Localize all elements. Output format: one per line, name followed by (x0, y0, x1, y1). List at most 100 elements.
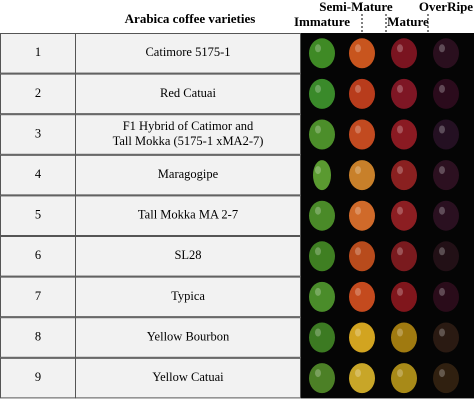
coffee-cherry (349, 322, 375, 353)
coffee-cherry (309, 363, 335, 394)
cherry-highlight (355, 328, 361, 337)
number-cell (0, 114, 76, 155)
cherry-highlight (397, 287, 403, 296)
name-cell (75, 33, 301, 74)
coffee-cherry (349, 38, 375, 69)
variety-name: Maragogipe (158, 167, 219, 181)
row-number: 1 (35, 45, 41, 59)
coffee-cherry (391, 78, 417, 109)
row-number: 6 (35, 248, 41, 262)
number-cell (0, 195, 76, 236)
coffee-cherry (309, 281, 335, 312)
cherry-highlight (439, 166, 445, 175)
coffee-cherry (309, 38, 335, 69)
variety-name: Red Catuai (160, 86, 216, 100)
stage-label: OverRipe (419, 0, 473, 14)
cherry-highlight (397, 247, 403, 256)
name-cell (75, 154, 301, 196)
number-cell (0, 236, 76, 277)
cherry-highlight (397, 125, 403, 134)
coffee-cherry (391, 281, 417, 312)
name-cell (75, 73, 301, 115)
coffee-cherry (391, 119, 417, 150)
coffee-cherry (309, 119, 335, 150)
coffee-cherry (391, 241, 417, 272)
coffee-cherry (433, 119, 459, 150)
cherry-highlight (355, 206, 361, 215)
cherry-highlight (439, 287, 445, 296)
coffee-cherry (309, 241, 335, 272)
variety-name: SL28 (174, 248, 201, 262)
coffee-cherry (433, 281, 459, 312)
cherry-highlight (315, 328, 321, 337)
row-number: 2 (35, 86, 41, 100)
cherry-highlight (439, 44, 445, 53)
cherry-highlight (315, 125, 321, 134)
cherry-highlight (355, 125, 361, 134)
cherry-highlight (439, 206, 445, 215)
cherry-highlight (397, 328, 403, 337)
coffee-cherry (349, 241, 375, 272)
variety-name: Catimore 5175-1 (145, 45, 230, 59)
coffee-cherry (391, 322, 417, 353)
table-body: 1 Catimore 5175-1 2 Red Catuai 3 F1 Hybrid of… (0, 33, 474, 399)
cherry-highlight (355, 166, 361, 175)
stage-label: Immature (294, 14, 350, 29)
cherry-highlight (439, 247, 445, 256)
row-number: 3 (35, 126, 41, 140)
coffee-cherry (309, 200, 335, 231)
coffee-cherry (313, 160, 331, 191)
variety-name: Tall Mokka (5175-1 xMA2-7) (113, 134, 264, 148)
name-cell (75, 114, 301, 155)
coffee-cherry (433, 363, 459, 394)
coffee-cherry (391, 38, 417, 69)
row-number: 4 (35, 167, 42, 181)
name-cell (75, 357, 301, 399)
name-cell (75, 317, 301, 358)
cherry-highlight (439, 328, 445, 337)
cherry-highlight (397, 166, 403, 175)
cherry-highlight (439, 369, 445, 378)
row-number: 5 (35, 208, 41, 222)
cherry-highlight (397, 44, 403, 53)
cherry-highlight (397, 206, 403, 215)
variety-name: Typica (171, 289, 205, 303)
cherry-highlight (315, 84, 321, 93)
number-cell (0, 33, 76, 74)
cherry-highlight (397, 369, 403, 378)
coffee-cherry (391, 160, 417, 191)
coffee-cherry (309, 78, 335, 109)
coffee-cherry (433, 322, 459, 353)
cherry-highlight (315, 287, 321, 296)
variety-name: Yellow Bourbon (147, 329, 230, 343)
name-cell (75, 276, 301, 318)
name-cell (75, 236, 301, 277)
variety-name: F1 Hybrid of Catimor and (123, 119, 254, 133)
row-number: 9 (35, 370, 41, 384)
variety-name: Yellow Catuai (152, 370, 224, 384)
cherry-highlight (315, 369, 321, 378)
cherry-highlight (315, 247, 321, 256)
table-title: Arabica coffee varieties (125, 11, 256, 26)
coffee-cherry (349, 363, 375, 394)
coffee-cherry (349, 78, 375, 109)
cherry-highlight (439, 84, 445, 93)
stage-label: Mature (387, 14, 429, 29)
cherry-highlight (355, 44, 361, 53)
cherry-highlight (397, 84, 403, 93)
number-cell (0, 276, 76, 318)
cherry-highlight (315, 206, 321, 215)
coffee-cherry (433, 38, 459, 69)
variety-name: Tall Mokka MA 2-7 (138, 208, 238, 222)
stage-label: Semi-Mature (319, 0, 393, 14)
row-number: 8 (35, 329, 41, 343)
coffee-cherry (391, 200, 417, 231)
coffee-cherry (391, 363, 417, 394)
name-cell (75, 195, 301, 236)
coffee-cherry (309, 322, 335, 353)
cherry-highlight (355, 247, 361, 256)
cherry-highlight (355, 369, 361, 378)
coffee-cherry (433, 241, 459, 272)
cherry-highlight (315, 44, 321, 53)
